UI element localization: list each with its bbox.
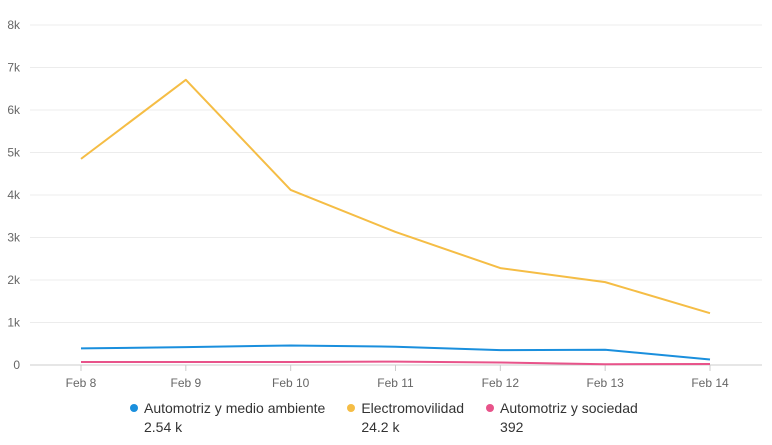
line-chart: 0 1k 2k 3k 4k 5k 6k 7k 8k Feb 8 Feb 9 Feb 10 Feb 11 F… [7, 18, 762, 390]
legend-label: Electromovilidad [361, 400, 465, 416]
y-tick-label: 6k [7, 103, 21, 117]
y-tick-label: 2k [7, 273, 21, 287]
y-tick-label: 1k [7, 316, 21, 330]
y-tick-label: 5k [7, 146, 21, 160]
y-tick-label: 0 [13, 358, 20, 372]
legend-item-0[interactable]: Automotriz y medio ambiente 2.54 k [130, 400, 325, 435]
y-tick-label: 7k [7, 61, 21, 75]
y-tick-label: 4k [7, 188, 21, 202]
legend-total: 24.2 k [361, 419, 400, 435]
x-tick-label: Feb 14 [691, 376, 729, 390]
legend-dot-icon [347, 404, 356, 412]
legend-item-1[interactable]: Electromovilidad 24.2 k [347, 400, 464, 435]
series-line-2 [81, 360, 711, 366]
series-line-1 [80, 78, 711, 315]
x-tick-label: Feb 12 [482, 376, 520, 390]
y-tick-label: 8k [7, 18, 21, 32]
x-tick-label: Feb 13 [586, 376, 624, 390]
legend-total: 2.54 k [144, 419, 183, 435]
legend-label: Automotriz y sociedad [500, 400, 638, 416]
legend: Automotriz y medio ambiente 2.54 k Elect… [130, 400, 638, 435]
x-tick-label: Feb 11 [377, 376, 414, 390]
legend-dot-icon [130, 404, 138, 412]
legend-item-2[interactable]: Automotriz y sociedad 392 [486, 400, 638, 435]
x-tick-label: Feb 9 [170, 376, 201, 390]
x-tick-label: Feb 8 [66, 376, 97, 390]
series-line-0 [80, 344, 711, 361]
legend-total: 392 [500, 419, 524, 435]
x-tick-label: Feb 10 [272, 376, 310, 390]
y-tick-label: 3k [7, 231, 21, 245]
legend-label: Automotriz y medio ambiente [144, 400, 326, 416]
legend-dot-icon [486, 404, 495, 412]
